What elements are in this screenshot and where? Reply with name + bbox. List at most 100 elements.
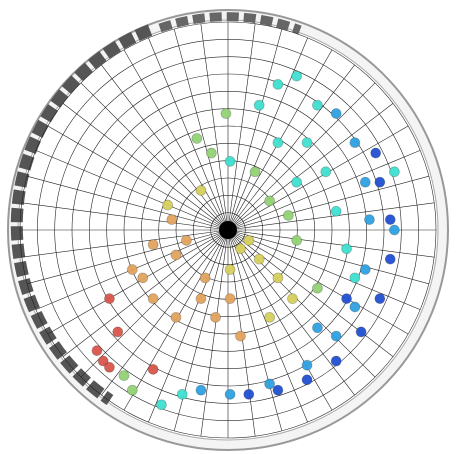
point xyxy=(287,293,298,305)
grid-spoke xyxy=(227,229,355,396)
point xyxy=(272,272,284,284)
point xyxy=(312,99,323,111)
grid-spoke xyxy=(35,150,229,231)
grid-spoke xyxy=(227,229,333,411)
point xyxy=(224,264,236,275)
grid-spoke xyxy=(227,229,429,285)
point xyxy=(199,272,211,284)
point xyxy=(364,214,375,226)
point xyxy=(388,166,400,178)
grid-spoke xyxy=(62,229,229,357)
point xyxy=(243,388,255,400)
grid-spoke xyxy=(227,175,429,231)
grid-spoke xyxy=(101,64,229,231)
grid-spoke xyxy=(148,229,229,423)
point xyxy=(195,293,207,305)
grid-spoke xyxy=(227,103,394,231)
point xyxy=(320,166,332,178)
point xyxy=(235,243,246,255)
grid-spoke xyxy=(227,29,283,231)
point xyxy=(166,214,178,226)
point xyxy=(282,210,294,221)
grid-spoke xyxy=(227,229,376,378)
point xyxy=(147,363,159,375)
grid-spoke xyxy=(227,229,435,258)
point xyxy=(243,234,255,246)
grid-spoke xyxy=(227,64,355,231)
point xyxy=(272,79,284,90)
point xyxy=(359,264,371,275)
grid-spoke xyxy=(27,175,229,231)
grid-spoke xyxy=(227,229,308,423)
grid-spoke xyxy=(227,150,421,231)
point xyxy=(312,282,323,294)
point xyxy=(249,166,261,178)
grid-spoke xyxy=(123,49,229,231)
point xyxy=(176,388,188,400)
point xyxy=(374,293,386,305)
grid-spoke xyxy=(227,82,376,231)
point xyxy=(126,384,138,396)
grid-spoke xyxy=(21,229,229,258)
point xyxy=(301,374,313,386)
point xyxy=(272,384,284,396)
point xyxy=(253,99,265,111)
grid-spoke xyxy=(227,229,283,431)
grid-spoke xyxy=(200,229,229,437)
point xyxy=(220,108,232,119)
point xyxy=(91,345,103,357)
point xyxy=(384,214,396,226)
point xyxy=(264,195,276,207)
point xyxy=(112,326,124,338)
point xyxy=(97,355,109,367)
point xyxy=(126,264,138,275)
point xyxy=(264,378,276,390)
grid-spoke xyxy=(47,229,229,335)
point xyxy=(301,137,313,149)
point xyxy=(384,253,396,265)
grid-spoke xyxy=(101,229,229,396)
point xyxy=(291,234,303,246)
grid-spoke xyxy=(227,202,435,231)
point xyxy=(349,301,361,313)
grid-spoke xyxy=(80,82,229,231)
grid-spoke xyxy=(227,37,308,231)
point xyxy=(374,176,386,188)
point xyxy=(253,253,265,265)
point xyxy=(359,176,371,188)
point xyxy=(224,388,236,400)
grid-spoke xyxy=(80,229,229,378)
point xyxy=(330,330,342,342)
point xyxy=(330,108,342,119)
point xyxy=(272,137,284,149)
point xyxy=(118,370,130,382)
point xyxy=(180,234,192,246)
point xyxy=(341,293,352,305)
point xyxy=(370,147,382,159)
grid-spoke xyxy=(227,23,256,231)
grid-spoke xyxy=(200,23,229,231)
point xyxy=(195,384,207,396)
point xyxy=(291,70,303,82)
grid-spoke xyxy=(47,125,229,231)
point xyxy=(301,359,313,371)
point xyxy=(162,199,174,211)
point xyxy=(156,399,167,411)
point xyxy=(355,326,367,338)
grid-spoke xyxy=(27,229,229,285)
point xyxy=(388,224,400,236)
point xyxy=(312,322,323,334)
point xyxy=(264,311,276,323)
point xyxy=(205,147,217,159)
point xyxy=(210,311,221,323)
grid-spoke xyxy=(21,202,229,231)
grid-spoke xyxy=(227,125,409,231)
point xyxy=(224,155,236,167)
point xyxy=(349,137,361,149)
pole xyxy=(219,221,237,239)
point xyxy=(147,239,159,250)
point xyxy=(137,272,149,284)
grid-spoke xyxy=(173,29,229,231)
point xyxy=(224,293,236,305)
